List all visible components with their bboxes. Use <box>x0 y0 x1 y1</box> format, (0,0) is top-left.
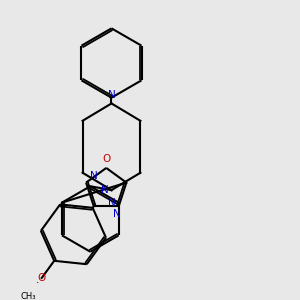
Text: N: N <box>108 198 116 208</box>
Text: O: O <box>38 273 46 283</box>
Text: O: O <box>102 154 110 164</box>
Text: N: N <box>90 171 98 181</box>
Text: CH₃: CH₃ <box>20 292 36 300</box>
Text: N: N <box>101 185 108 195</box>
Text: N: N <box>108 90 116 100</box>
Text: N: N <box>113 209 121 219</box>
